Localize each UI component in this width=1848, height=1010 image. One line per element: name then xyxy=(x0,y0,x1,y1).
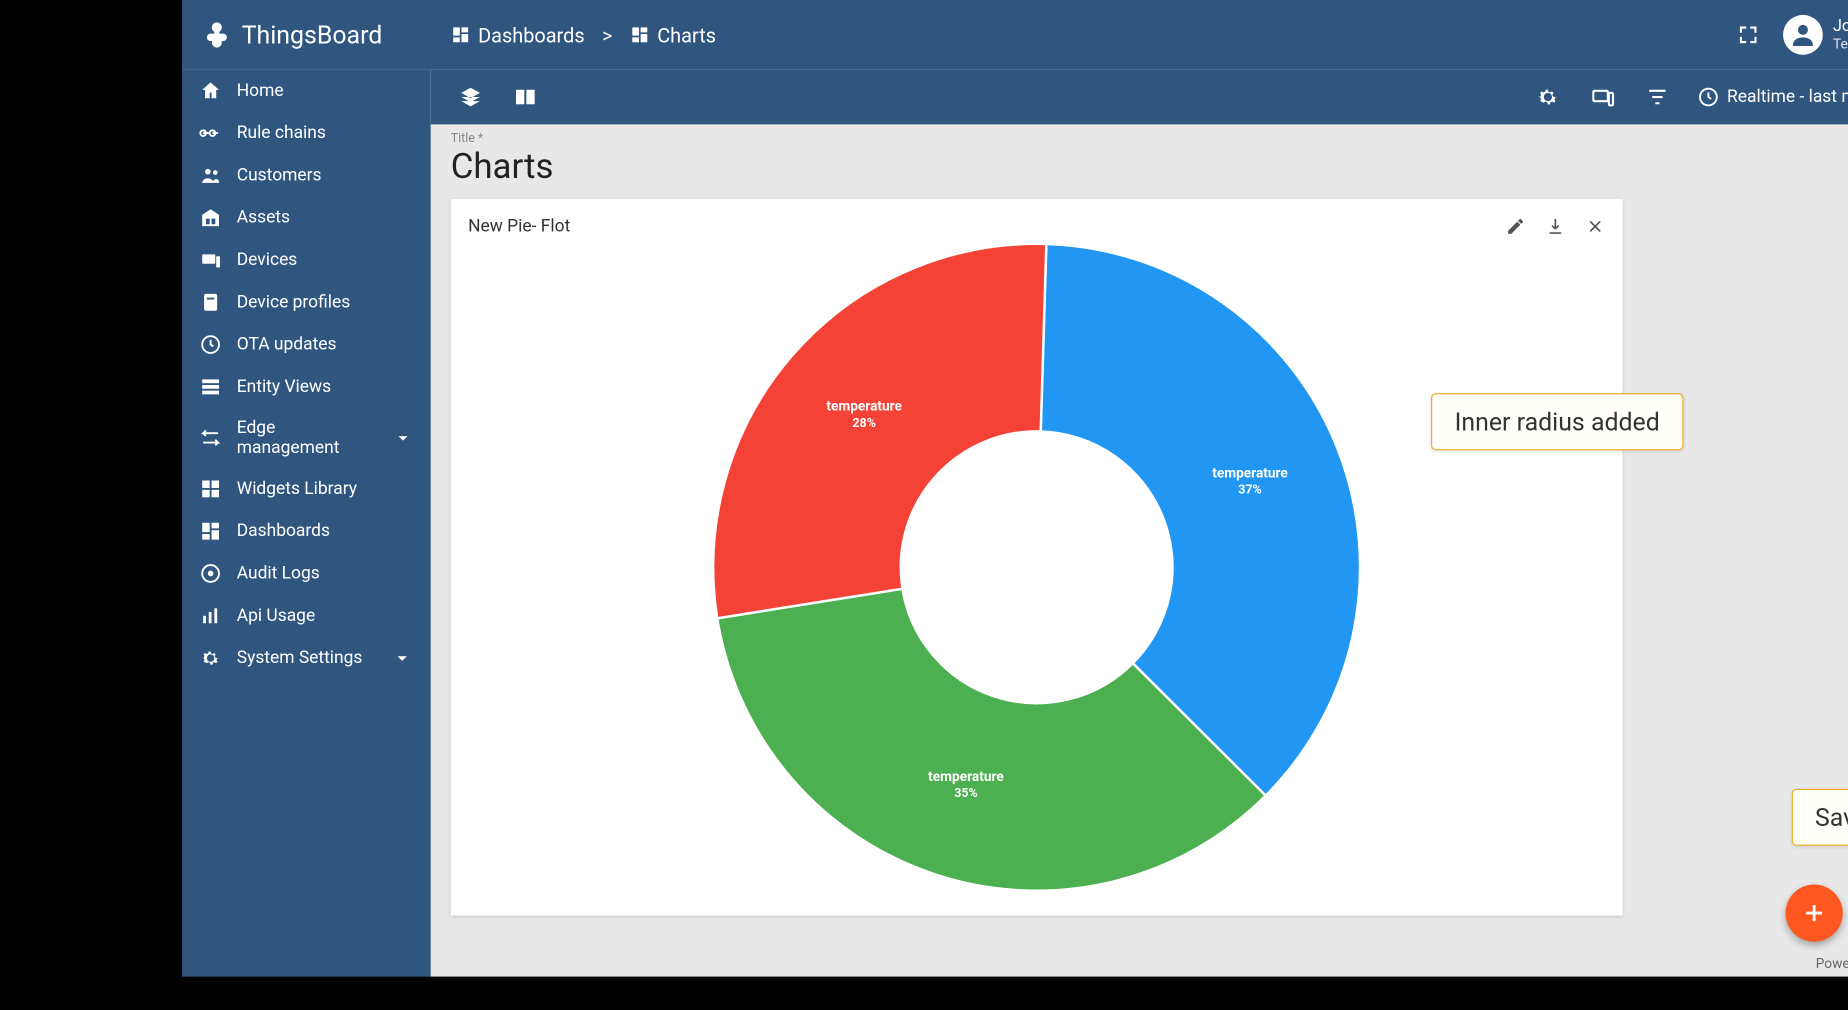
brand-name: ThingsBoard xyxy=(241,20,382,50)
donut-chart: temperature37%temperature35%temperature2… xyxy=(468,241,1605,893)
realtime-label: Realtime - last minute xyxy=(1727,87,1848,107)
sidebar-item-label: Device profiles xyxy=(236,292,349,312)
dashboard-icon xyxy=(629,25,649,45)
sidebar-item-home[interactable]: Home xyxy=(182,70,431,112)
sidebar-item-device-profiles[interactable]: Device profiles xyxy=(182,281,431,323)
slice-label: temperature xyxy=(928,769,1004,785)
main-content: Realtime - last minute Title * Charts xyxy=(430,70,1848,977)
add-fab[interactable] xyxy=(1785,884,1842,941)
breadcrumb: Dashboards > Charts xyxy=(450,23,715,47)
donut-slice xyxy=(713,244,1046,618)
dashboard-toolbar: Realtime - last minute xyxy=(430,70,1848,125)
plus-icon xyxy=(1800,899,1827,926)
filter-icon[interactable] xyxy=(1642,82,1672,112)
sidebar-item-label: Customers xyxy=(236,165,321,185)
realtime-selector[interactable]: Realtime - last minute xyxy=(1697,86,1848,108)
sidebar-item-entity-views[interactable]: Entity Views xyxy=(182,366,431,408)
sidebar-item-label: Rule chains xyxy=(236,123,325,143)
sidebar-item-ota[interactable]: OTA updates xyxy=(182,323,431,365)
title-field-label: Title * xyxy=(450,132,1848,146)
user-menu[interactable]: John Smith Tenant administrator xyxy=(1783,15,1848,55)
sidebar-item-label: OTA updates xyxy=(236,335,336,355)
download-widget-icon[interactable] xyxy=(1545,216,1565,236)
layers-icon[interactable] xyxy=(455,82,485,112)
logo[interactable]: ThingsBoard xyxy=(201,20,430,50)
slice-percent: 37% xyxy=(1238,483,1261,498)
widget-card[interactable]: New Pie- Flot temperature37%temperature3… xyxy=(450,199,1622,916)
audit-icon xyxy=(199,562,221,584)
devices-icon xyxy=(199,249,221,271)
breadcrumb-separator: > xyxy=(602,23,612,47)
breadcrumb-dashboards[interactable]: Dashboards xyxy=(450,23,584,47)
layout-icon[interactable] xyxy=(510,82,540,112)
annotation-inner-radius: Inner radius added xyxy=(1430,393,1682,450)
sidebar-item-rule-chains[interactable]: Rule chains xyxy=(182,112,431,154)
close-widget-icon[interactable] xyxy=(1585,216,1605,236)
annotation-save-changes: Save changes xyxy=(1791,789,1848,846)
dashboards-icon xyxy=(199,520,221,542)
home-icon xyxy=(199,80,221,102)
sidebar-item-label: Entity Views xyxy=(236,377,330,397)
sidebar-item-customers[interactable]: Customers xyxy=(182,154,431,196)
sidebar-item-label: Audit Logs xyxy=(236,564,319,584)
entity-aliases-icon[interactable] xyxy=(1587,82,1617,112)
api-icon xyxy=(199,605,221,627)
sidebar-item-widgets[interactable]: Widgets Library xyxy=(182,468,431,510)
assets-icon xyxy=(199,207,221,229)
sidebar-item-api[interactable]: Api Usage xyxy=(182,595,431,637)
sidebar-item-label: Api Usage xyxy=(236,606,314,626)
top-header: ThingsBoard Dashboards > Charts Jo xyxy=(182,0,1848,70)
sidebar-item-label: Assets xyxy=(236,208,289,228)
page-title[interactable]: Charts xyxy=(450,146,1848,187)
fullscreen-icon[interactable] xyxy=(1733,20,1763,50)
sidebar-item-devices[interactable]: Devices xyxy=(182,239,431,281)
sidebar-item-label: Devices xyxy=(236,250,297,270)
clock-icon xyxy=(1697,86,1719,108)
dashboard-icon xyxy=(450,25,470,45)
sidebar-item-edge[interactable]: Edge management xyxy=(182,408,431,468)
sidebar-item-label: System Settings xyxy=(236,648,362,668)
sidebar-item-label: Home xyxy=(236,81,283,101)
user-avatar-icon xyxy=(1783,15,1823,55)
widget-title: New Pie- Flot xyxy=(468,216,570,236)
sidebar-item-audit[interactable]: Audit Logs xyxy=(182,552,431,594)
chevron-down-icon xyxy=(390,647,412,669)
edit-icon[interactable] xyxy=(1505,216,1525,236)
entity-icon xyxy=(199,376,221,398)
settings-icon xyxy=(199,647,221,669)
sidebar-item-settings[interactable]: System Settings xyxy=(182,637,431,679)
sidebar: Home Rule chains Customers Assets Device… xyxy=(182,70,431,977)
footer-prefix: Powered by xyxy=(1815,955,1848,971)
widgets-icon xyxy=(199,478,221,500)
ota-icon xyxy=(199,333,221,355)
footer: Powered by Thingsboard v.3.3.0 xyxy=(1815,955,1848,971)
breadcrumb-charts[interactable]: Charts xyxy=(629,23,715,47)
rule-chain-icon xyxy=(199,122,221,144)
breadcrumb-label-2: Charts xyxy=(657,23,716,47)
chevron-down-icon xyxy=(391,427,413,449)
sidebar-item-label: Widgets Library xyxy=(236,479,356,499)
sidebar-item-label: Edge management xyxy=(236,418,376,458)
slice-percent: 35% xyxy=(954,786,977,801)
slice-label: temperature xyxy=(826,399,902,415)
sidebar-item-label: Dashboards xyxy=(236,521,329,541)
user-name: John Smith xyxy=(1832,17,1848,36)
sidebar-item-assets[interactable]: Assets xyxy=(182,197,431,239)
breadcrumb-label-1: Dashboards xyxy=(478,23,585,47)
user-role: Tenant administrator xyxy=(1832,36,1848,52)
profiles-icon xyxy=(199,291,221,313)
customers-icon xyxy=(199,164,221,186)
slice-label: temperature xyxy=(1212,465,1288,481)
slice-percent: 28% xyxy=(852,416,875,431)
thingsboard-logo-icon xyxy=(201,20,231,50)
sidebar-item-dashboards[interactable]: Dashboards xyxy=(182,510,431,552)
edge-icon xyxy=(199,427,221,449)
gear-icon[interactable] xyxy=(1532,82,1562,112)
